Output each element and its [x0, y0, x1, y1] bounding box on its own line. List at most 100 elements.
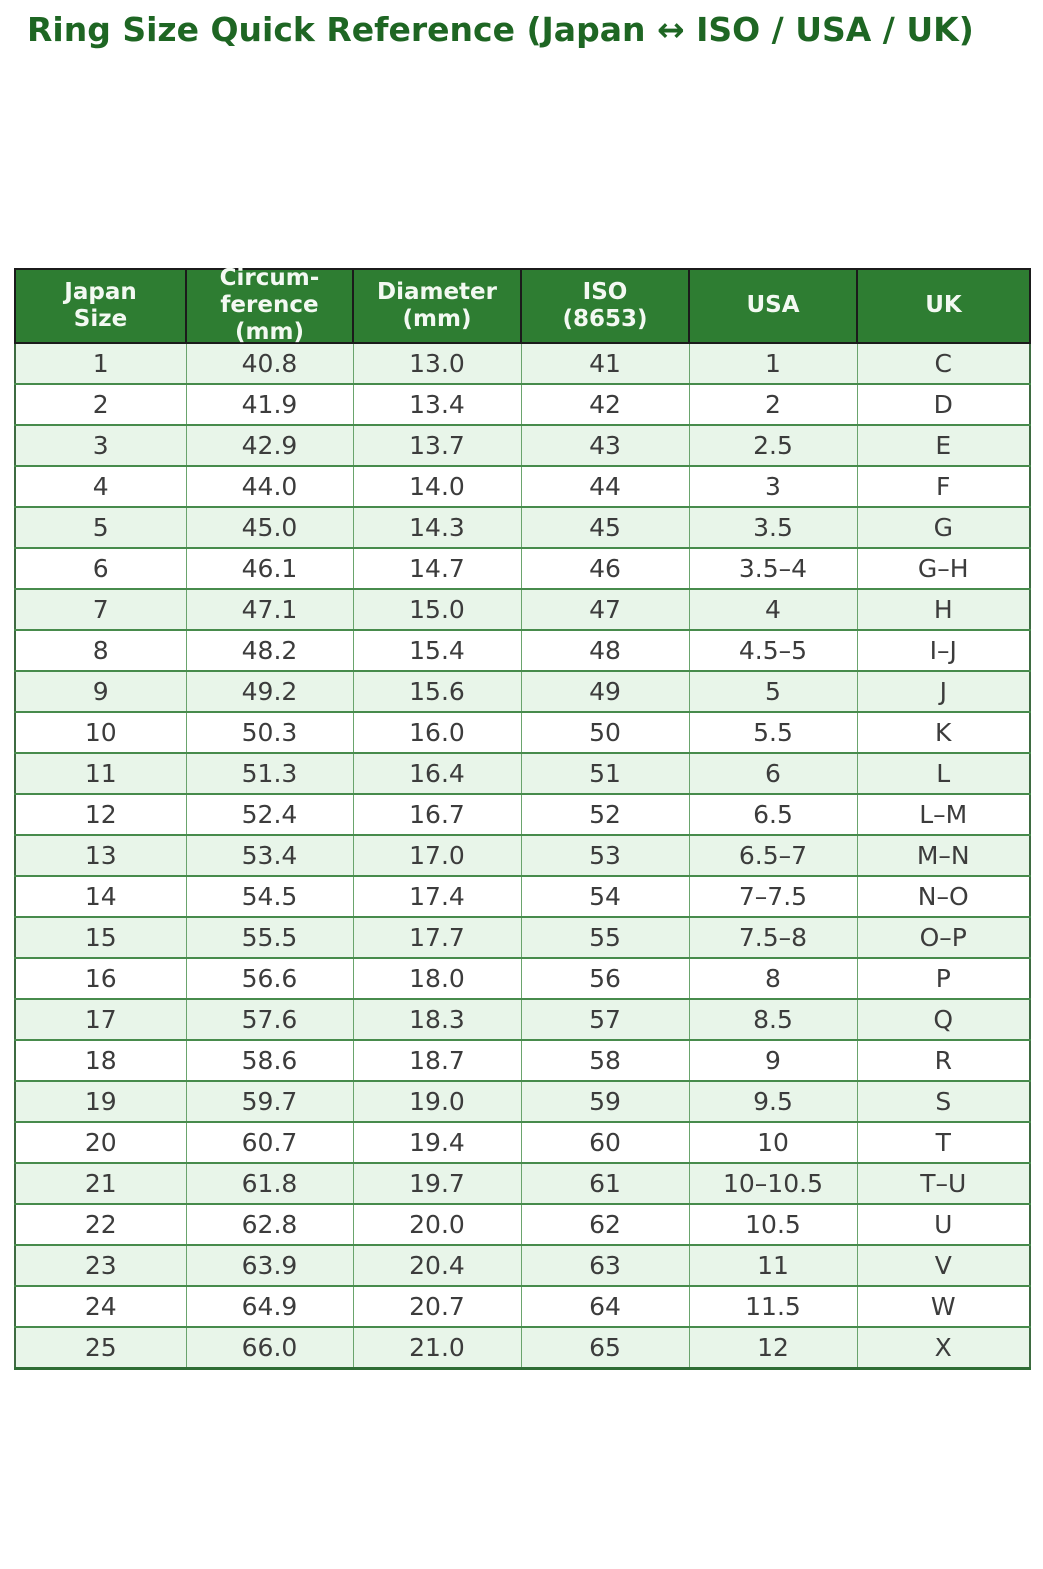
table-cell: 62: [520, 1202, 690, 1246]
table-cell: 20.4: [352, 1243, 522, 1287]
column-header-label: Circum- ference (mm): [219, 265, 320, 346]
table-cell: 42.9: [185, 423, 354, 467]
table-cell: 11: [14, 751, 187, 795]
table-cell: 13.0: [352, 341, 522, 385]
table-cell: 55: [520, 915, 690, 959]
table-cell: 2: [14, 382, 187, 426]
table-cell: 49.2: [185, 669, 354, 713]
table-cell: 14: [14, 874, 187, 918]
table-cell: 14.0: [352, 464, 522, 508]
table-cell: W: [856, 1284, 1031, 1328]
table-cell: 18.0: [352, 956, 522, 1000]
header-row: Japan Size Circum- ference (mm) Diameter…: [14, 265, 1031, 346]
table-cell: 2.5: [688, 423, 858, 467]
table-row: 25 66.0 21.0 65 12 X: [14, 1325, 1031, 1370]
table-cell: 13.7: [352, 423, 522, 467]
table-row: 22 62.8 20.0 62 10.5 U: [14, 1202, 1031, 1246]
table-row: 1 40.8 13.0 41 1 C: [14, 341, 1031, 385]
table-cell: 17.7: [352, 915, 522, 959]
table-cell: 12: [14, 792, 187, 836]
table-cell: 16.0: [352, 710, 522, 754]
table-cell: 15: [14, 915, 187, 959]
table-cell: 3.5: [688, 505, 858, 549]
table-cell: 65: [520, 1325, 690, 1370]
table-cell: 17.0: [352, 833, 522, 877]
table-cell: 61.8: [185, 1161, 354, 1205]
table-cell: 52: [520, 792, 690, 836]
table-cell: 22: [14, 1202, 187, 1246]
table-cell: 53: [520, 833, 690, 877]
table-cell: X: [856, 1325, 1031, 1370]
table-cell: 16.7: [352, 792, 522, 836]
table-cell: 10–10.5: [688, 1161, 858, 1205]
table-cell: 14.3: [352, 505, 522, 549]
table-cell: 60: [520, 1120, 690, 1164]
table-cell: 5.5: [688, 710, 858, 754]
table-cell: 15.0: [352, 587, 522, 631]
table-cell: 44: [520, 464, 690, 508]
table-cell: T: [856, 1120, 1031, 1164]
table-cell: 15.4: [352, 628, 522, 672]
table-cell: 14.7: [352, 546, 522, 590]
table-cell: 10: [14, 710, 187, 754]
table-cell: 45: [520, 505, 690, 549]
table-row: 15 55.5 17.7 55 7.5–8 O–P: [14, 915, 1031, 959]
table-cell: 47: [520, 587, 690, 631]
table-cell: 42: [520, 382, 690, 426]
table-cell: 9: [688, 1038, 858, 1082]
table-cell: 63.9: [185, 1243, 354, 1287]
table-header: Japan Size Circum- ference (mm) Diameter…: [14, 265, 1031, 346]
table-cell: 61: [520, 1161, 690, 1205]
table-cell: G: [856, 505, 1031, 549]
column-header-circumference: Circum- ference (mm): [185, 265, 354, 346]
table-cell: I–J: [856, 628, 1031, 672]
table-cell: L–M: [856, 792, 1031, 836]
column-header-usa: USA: [688, 267, 858, 344]
table-cell: 19: [14, 1079, 187, 1123]
table-cell: 10: [688, 1120, 858, 1164]
table-cell: 18.3: [352, 997, 522, 1041]
table-cell: 8: [688, 956, 858, 1000]
table-cell: 56: [520, 956, 690, 1000]
table-cell: 4: [688, 587, 858, 631]
table-cell: 7.5–8: [688, 915, 858, 959]
table-cell: 20.7: [352, 1284, 522, 1328]
table-row: 14 54.5 17.4 54 7–7.5 N–O: [14, 874, 1031, 918]
table-row: 3 42.9 13.7 43 2.5 E: [14, 423, 1031, 467]
table-cell: 7–7.5: [688, 874, 858, 918]
column-header-label: USA: [746, 292, 800, 319]
table-cell: 3: [14, 423, 187, 467]
table-cell: 8.5: [688, 997, 858, 1041]
table-cell: 52.4: [185, 792, 354, 836]
page-title: Ring Size Quick Reference (Japan ↔ ISO /…: [27, 10, 974, 49]
table-cell: 24: [14, 1284, 187, 1328]
table-cell: 56.6: [185, 956, 354, 1000]
table-cell: 60.7: [185, 1120, 354, 1164]
table-cell: 62.8: [185, 1202, 354, 1246]
table-cell: 53.4: [185, 833, 354, 877]
table-cell: 4.5–5: [688, 628, 858, 672]
table-row: 16 56.6 18.0 56 8 P: [14, 956, 1031, 1000]
table-cell: 51.3: [185, 751, 354, 795]
table-row: 19 59.7 19.0 59 9.5 S: [14, 1079, 1031, 1123]
table-cell: 54.5: [185, 874, 354, 918]
table-cell: 6.5: [688, 792, 858, 836]
table-cell: 54: [520, 874, 690, 918]
table-cell: 59: [520, 1079, 690, 1123]
table-cell: 18.7: [352, 1038, 522, 1082]
table-cell: 16.4: [352, 751, 522, 795]
column-header-label: ISO (8653): [562, 278, 648, 332]
table-cell: G–H: [856, 546, 1031, 590]
table-row: 5 45.0 14.3 45 3.5 G: [14, 505, 1031, 549]
table-row: 7 47.1 15.0 47 4 H: [14, 587, 1031, 631]
table-cell: 13: [14, 833, 187, 877]
table-row: 8 48.2 15.4 48 4.5–5 I–J: [14, 628, 1031, 672]
table-cell: 20: [14, 1120, 187, 1164]
table-cell: 63: [520, 1243, 690, 1287]
table-cell: 50: [520, 710, 690, 754]
table-cell: 6: [688, 751, 858, 795]
table-cell: 47.1: [185, 587, 354, 631]
table-cell: 46.1: [185, 546, 354, 590]
table-cell: K: [856, 710, 1031, 754]
table-row: 24 64.9 20.7 64 11.5 W: [14, 1284, 1031, 1328]
